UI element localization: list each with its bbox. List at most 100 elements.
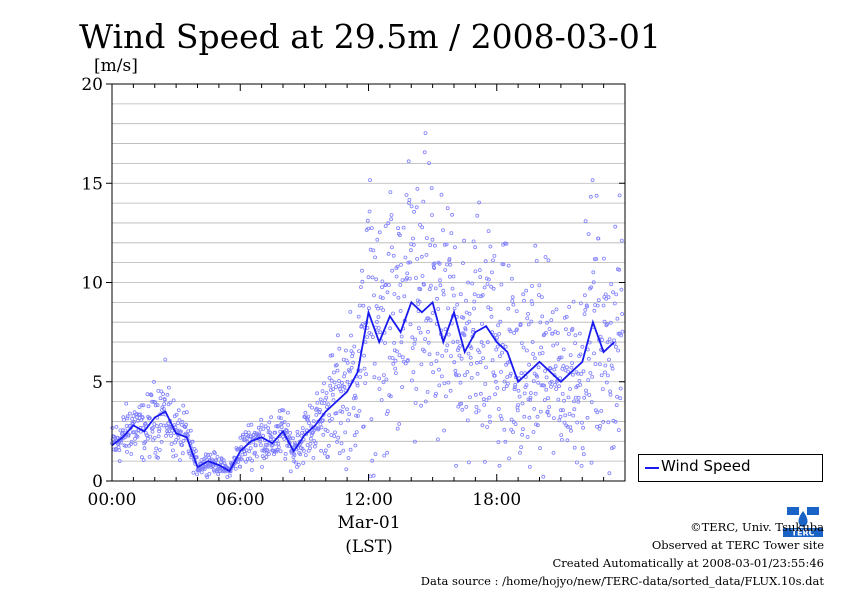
data-point	[326, 402, 331, 407]
data-point	[360, 268, 364, 273]
data-point	[442, 428, 447, 433]
data-point	[606, 373, 610, 378]
data-point	[352, 344, 357, 349]
data-point	[328, 388, 333, 392]
data-point	[135, 418, 140, 423]
data-point	[227, 473, 232, 478]
data-point	[128, 426, 133, 431]
data-point	[589, 285, 593, 290]
data-point	[367, 209, 372, 214]
data-point	[589, 400, 594, 405]
data-point	[511, 430, 515, 435]
data-point	[609, 282, 614, 287]
data-point	[533, 391, 538, 396]
data-point	[579, 301, 583, 306]
data-point	[607, 357, 611, 362]
data-point	[338, 421, 343, 425]
data-point	[123, 428, 128, 433]
data-point	[506, 263, 511, 268]
data-point	[433, 393, 438, 398]
data-point	[331, 398, 336, 403]
data-point	[518, 322, 523, 327]
data-point	[531, 352, 535, 356]
data-point	[303, 410, 308, 415]
data-point	[153, 450, 158, 455]
data-point	[450, 212, 455, 217]
data-point	[553, 364, 558, 369]
data-point	[163, 357, 168, 362]
data-point	[273, 430, 278, 435]
data-point	[423, 399, 428, 404]
data-point	[266, 452, 271, 456]
data-point	[600, 387, 605, 392]
x-axis: 00:00 06:00 12:00 18:00	[88, 84, 626, 510]
data-point	[368, 178, 372, 183]
data-point	[212, 451, 217, 456]
data-point	[339, 441, 344, 446]
data-point	[357, 408, 362, 413]
data-point	[372, 375, 377, 380]
data-point	[301, 448, 306, 453]
data-point	[373, 255, 378, 260]
data-point	[206, 462, 211, 467]
data-point	[534, 258, 539, 263]
grid	[112, 103, 625, 462]
data-point	[125, 416, 130, 421]
data-point	[169, 433, 174, 438]
data-point	[257, 432, 262, 437]
data-point	[477, 268, 482, 272]
data-point	[305, 443, 310, 448]
data-point	[188, 428, 193, 433]
data-point	[346, 418, 351, 423]
data-point	[180, 443, 185, 448]
data-point	[493, 392, 498, 397]
data-point	[147, 454, 152, 459]
data-point	[371, 473, 376, 478]
data-point	[393, 358, 398, 363]
data-point	[347, 412, 352, 417]
data-point	[453, 368, 458, 373]
data-point	[387, 283, 391, 287]
data-point	[252, 430, 257, 435]
data-point	[423, 131, 428, 136]
data-point	[399, 334, 404, 339]
data-point	[584, 391, 589, 396]
data-point	[145, 436, 150, 441]
data-point	[258, 443, 263, 448]
data-point	[249, 467, 254, 472]
data-point	[578, 382, 583, 387]
data-point	[421, 199, 426, 204]
data-point	[400, 385, 405, 390]
data-point	[130, 416, 135, 421]
data-point	[614, 292, 619, 297]
data-point	[447, 274, 452, 279]
data-point	[284, 430, 289, 435]
data-point	[485, 282, 490, 287]
data-point	[473, 392, 478, 397]
data-point	[449, 354, 453, 359]
data-point	[263, 424, 268, 429]
data-point	[576, 399, 581, 404]
data-point	[474, 410, 479, 415]
data-point	[427, 287, 432, 292]
data-point	[363, 340, 368, 345]
data-point	[362, 353, 367, 358]
data-point	[573, 333, 578, 338]
data-point	[372, 361, 377, 366]
data-point	[620, 312, 624, 316]
data-point	[581, 369, 586, 374]
data-point	[573, 341, 577, 346]
data-point	[326, 443, 331, 448]
data-point	[570, 326, 575, 331]
data-point	[510, 299, 515, 303]
data-point	[561, 364, 566, 368]
data-point	[335, 439, 340, 444]
data-point	[519, 341, 524, 346]
data-point	[241, 432, 245, 437]
data-point	[153, 403, 158, 408]
data-point	[331, 370, 336, 375]
data-point	[250, 458, 255, 463]
data-point	[434, 391, 438, 396]
data-point	[115, 435, 120, 440]
data-point	[484, 398, 489, 403]
